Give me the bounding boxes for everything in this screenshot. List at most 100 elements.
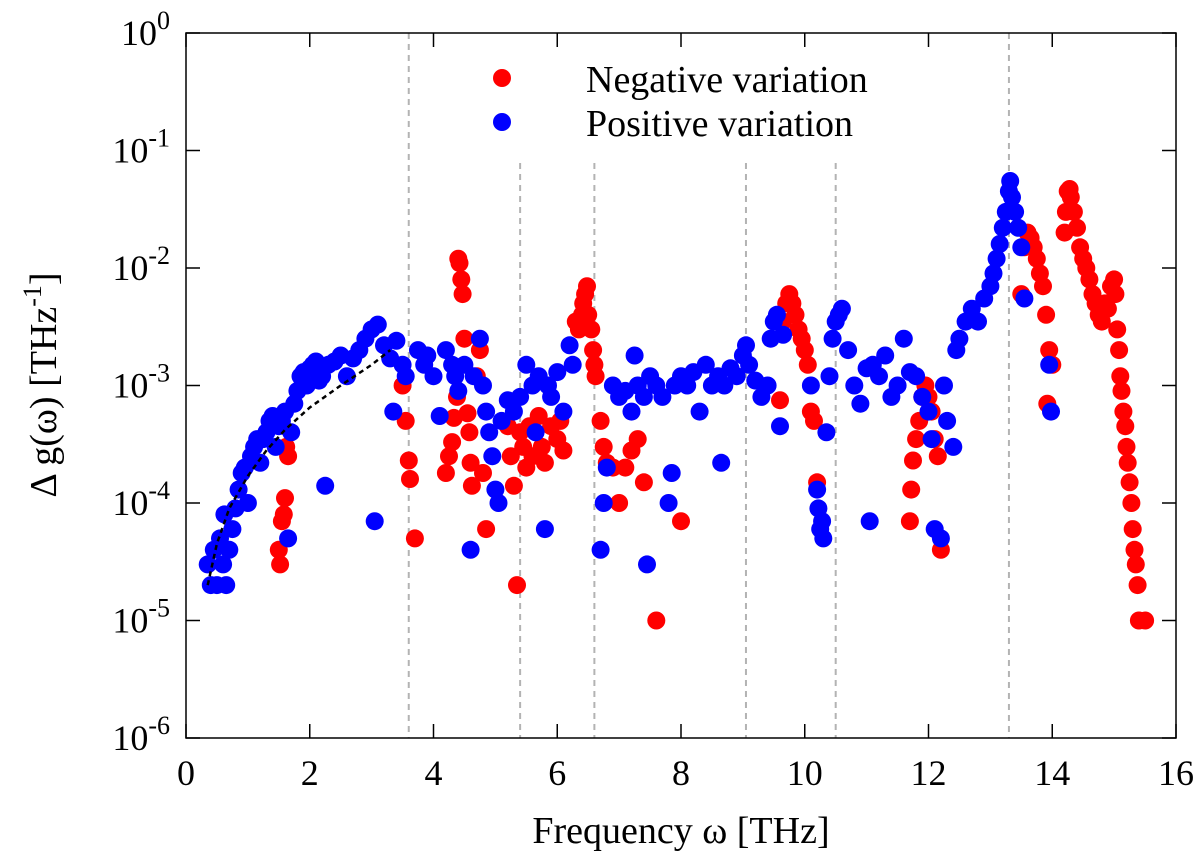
data-point <box>907 430 926 449</box>
y-tick-label: 100 <box>121 6 170 53</box>
data-point <box>399 451 418 470</box>
data-point <box>1061 188 1080 207</box>
data-point <box>902 480 921 499</box>
data-point <box>594 437 613 456</box>
data-point <box>805 411 823 430</box>
data-point <box>462 476 481 495</box>
data-point <box>504 402 523 421</box>
data-point <box>460 423 479 442</box>
legend-label-negative: Negative variation <box>586 59 868 101</box>
data-point <box>808 480 827 499</box>
data-point <box>578 277 596 296</box>
data-point <box>279 447 298 466</box>
data-point <box>1105 270 1124 289</box>
data-point <box>888 376 907 395</box>
data-point <box>727 367 746 386</box>
data-point <box>907 367 926 386</box>
data-point <box>526 423 545 442</box>
data-point <box>774 325 793 344</box>
data-point <box>610 494 629 512</box>
data-point <box>229 480 248 499</box>
data-point <box>584 341 603 360</box>
x-tick-labels: 0 2 4 6 8 10 12 14 16 <box>177 753 1194 793</box>
data-point <box>461 540 480 559</box>
data-point <box>1117 437 1136 456</box>
data-point <box>696 355 715 374</box>
data-point <box>798 355 817 374</box>
x-tick-label: 4 <box>425 753 443 793</box>
data-point <box>504 476 523 495</box>
y-axis-title-suffix: ] <box>23 272 65 285</box>
data-point <box>1128 576 1147 595</box>
x-tick-label: 12 <box>911 753 947 793</box>
data-point <box>450 254 469 273</box>
data-point <box>430 407 449 425</box>
legend: Negative variation Positive variation <box>493 59 868 145</box>
data-point <box>535 453 554 472</box>
data-point <box>1080 270 1099 289</box>
data-point <box>436 341 455 360</box>
y-tick-exponent: 0 <box>157 6 170 35</box>
data-point <box>401 470 419 488</box>
data-point <box>453 285 472 304</box>
data-point <box>894 329 913 348</box>
x-tick-label: 6 <box>548 753 566 793</box>
data-point <box>418 346 437 365</box>
data-point <box>1122 494 1141 512</box>
data-point <box>517 355 536 374</box>
data-point <box>1042 402 1060 421</box>
y-tick-exponent: -4 <box>148 476 170 505</box>
x-tick-label: 0 <box>177 753 195 793</box>
data-point <box>1003 188 1021 207</box>
data-point <box>1027 249 1046 268</box>
data-point <box>786 305 805 324</box>
data-point <box>266 437 285 456</box>
legend-marker-positive <box>493 113 511 131</box>
data-point <box>839 341 858 360</box>
data-point <box>904 451 922 470</box>
data-point <box>501 447 520 466</box>
data-point <box>387 331 406 350</box>
data-point <box>1040 341 1059 360</box>
data-point <box>990 235 1009 253</box>
data-point <box>634 473 653 492</box>
data-point <box>616 458 635 477</box>
data-point <box>758 376 777 395</box>
data-point <box>529 407 548 425</box>
data-point <box>560 336 579 355</box>
y-tick-exponent: -1 <box>148 124 170 153</box>
series-negative-variation <box>269 180 1155 630</box>
data-point <box>532 437 551 456</box>
data-point <box>870 367 888 386</box>
data-point <box>1125 540 1144 559</box>
data-point <box>443 433 462 452</box>
data-point <box>594 494 613 512</box>
data-point <box>653 387 672 406</box>
data-point <box>987 249 1006 268</box>
data-point <box>591 540 610 559</box>
x-tick-label: 2 <box>301 753 319 793</box>
data-point <box>470 329 489 348</box>
y-tick-label: 10-3 <box>112 359 170 406</box>
data-point <box>508 576 526 595</box>
data-point <box>1068 218 1086 237</box>
data-point <box>993 218 1012 237</box>
data-point <box>384 402 403 421</box>
data-point <box>474 376 492 395</box>
data-point <box>554 402 573 421</box>
data-point <box>715 376 734 395</box>
data-point <box>424 367 443 386</box>
data-point <box>597 458 616 477</box>
data-point <box>238 494 257 512</box>
data-point <box>492 411 511 430</box>
y-tick-base: 10 <box>112 718 148 758</box>
data-point <box>767 305 786 324</box>
data-point <box>1110 341 1129 360</box>
data-point <box>1123 520 1142 539</box>
data-point <box>950 329 969 348</box>
data-point <box>678 376 697 395</box>
data-point <box>832 299 851 318</box>
data-point <box>489 494 508 512</box>
data-point <box>1009 218 1028 237</box>
